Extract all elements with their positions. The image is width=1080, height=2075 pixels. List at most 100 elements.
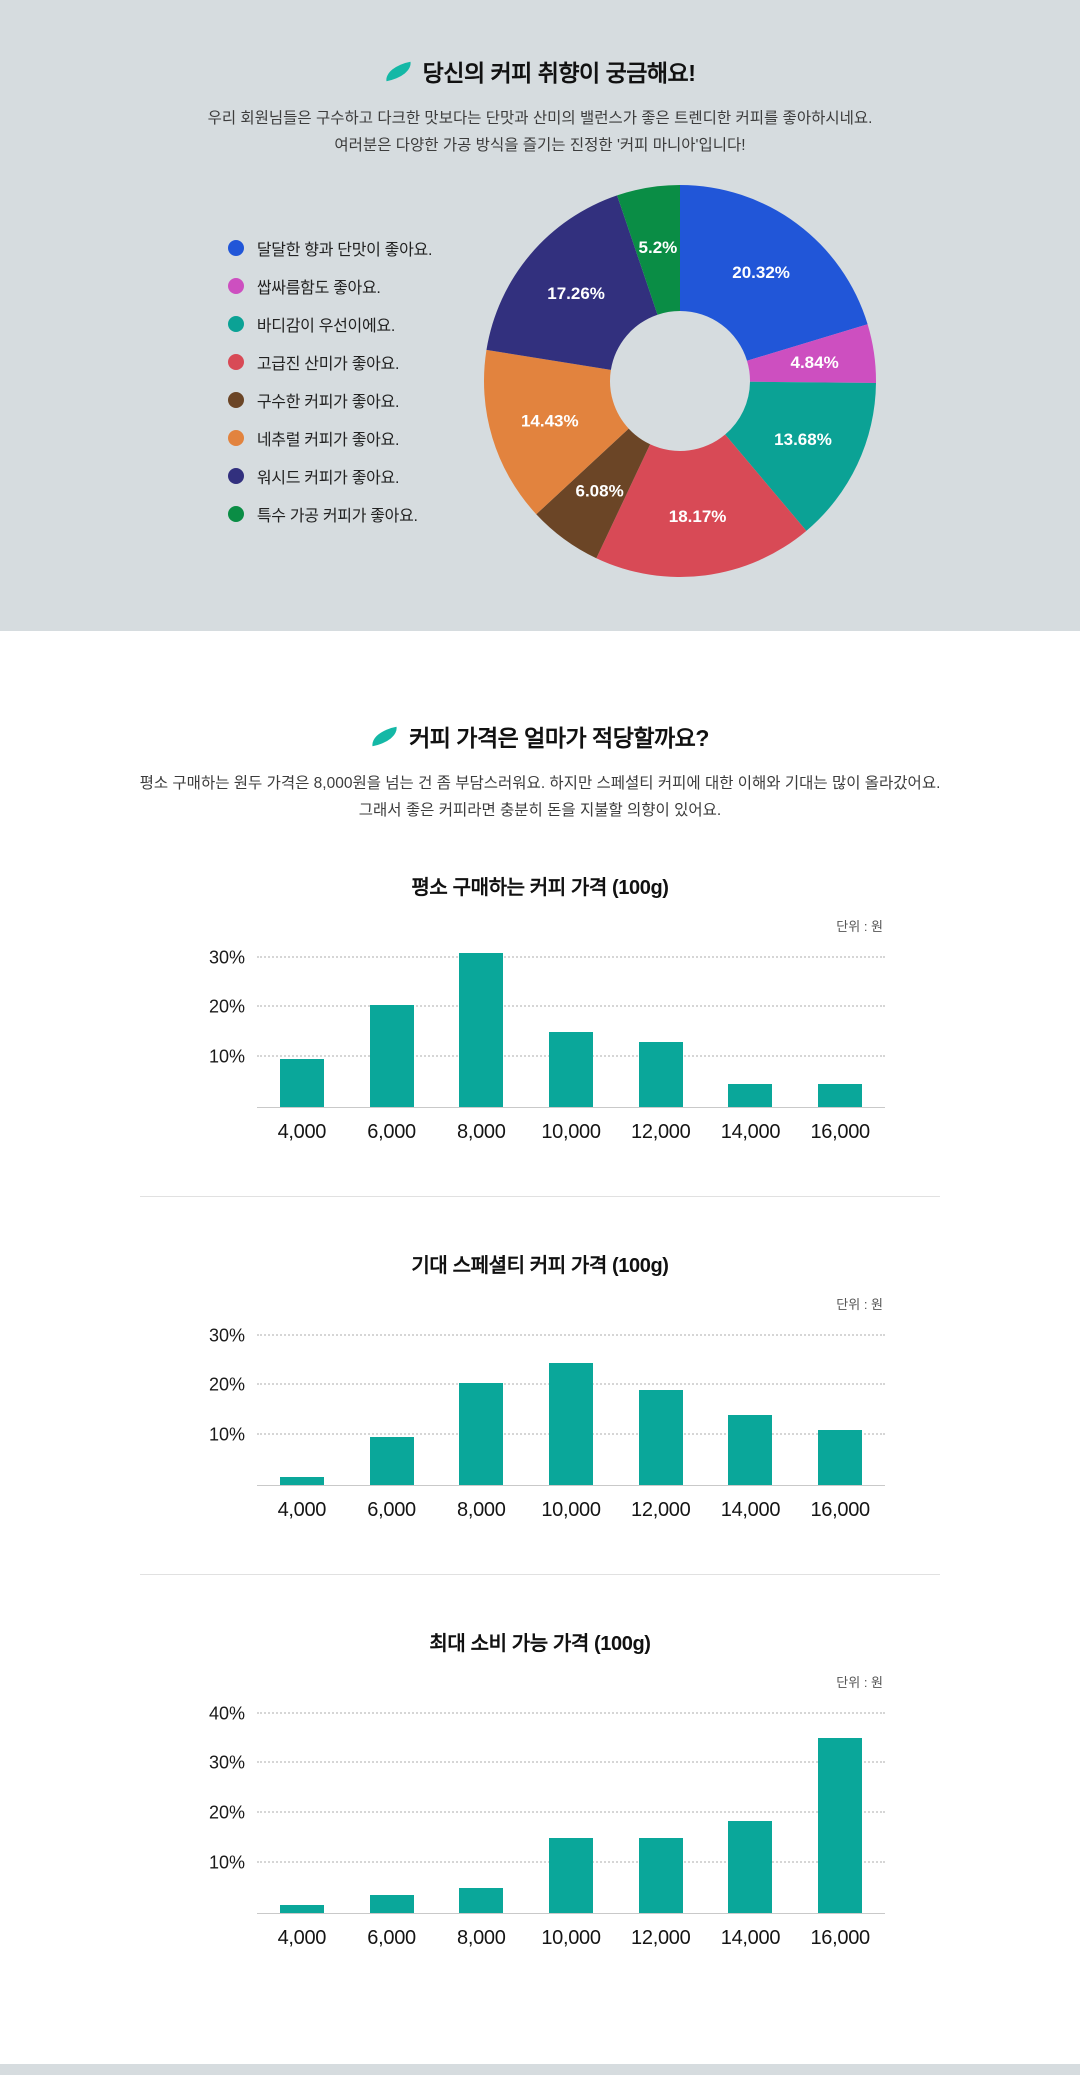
- bar-chart-title: 평소 구매하는 커피 가격 (100g): [411, 876, 669, 899]
- legend-color-dot: [227, 468, 244, 485]
- leaf-icon: [383, 61, 413, 81]
- legend-item: 바디감이 우선이에요.: [227, 305, 432, 343]
- leaf-icon: [369, 726, 400, 747]
- donut-slice-value: 4.84%: [791, 353, 839, 372]
- price-desc-line-2: 그래서 좋은 커피라면 충분히 돈을 지불할 의향이 있어요.: [358, 801, 722, 819]
- bar-column: [706, 1321, 796, 1485]
- bar: [818, 1084, 863, 1107]
- x-axis-label: 4,000: [277, 1120, 327, 1143]
- taste-section: 당신의 커피 취향이 궁금해요! 우리 회원님들은 구수하고 다크한 맛보다는 …: [0, 0, 1080, 632]
- chart-divider: [140, 1195, 940, 1197]
- donut-slice-value: 17.26%: [547, 285, 605, 304]
- y-axis-label: 10%: [208, 1852, 245, 1873]
- legend-color-dot: [227, 316, 244, 333]
- bar: [728, 1820, 773, 1913]
- x-axis-label: 14,000: [720, 1120, 781, 1143]
- y-axis-label: 30%: [208, 1752, 245, 1773]
- gridline: 20%: [209, 997, 885, 1017]
- y-axis-label: 10%: [208, 1046, 245, 1067]
- price-desc-line-1: 평소 구매하는 원두 가격은 8,000원을 넘는 건 좀 부담스러워요. 하지…: [139, 775, 941, 793]
- bar: [369, 1895, 414, 1913]
- price-section: 커피 가격은 얼마가 적당할까요? 평소 구매하는 원두 가격은 8,000원을…: [0, 631, 1080, 2006]
- donut-slice: [725, 382, 877, 532]
- legend-color-dot: [227, 430, 244, 447]
- bar-column: [347, 1699, 437, 1913]
- donut-slice: [747, 324, 877, 384]
- donut-slice-value: 13.68%: [774, 430, 832, 449]
- bar: [638, 1837, 683, 1913]
- x-axis-label: 10,000: [541, 1120, 601, 1143]
- gridline: 40%: [209, 1703, 885, 1723]
- donut-slice: [596, 434, 807, 578]
- x-axis-labels: 4,000 6,000 8,000 10,000 12,000 14,000 16,000: [257, 1121, 885, 1144]
- bar-column: [257, 1321, 347, 1485]
- bar: [459, 952, 504, 1107]
- bar-column: [257, 943, 347, 1107]
- bar: [549, 1837, 594, 1913]
- x-axis-label: 6,000: [367, 1498, 416, 1521]
- bar-column: [706, 1699, 796, 1913]
- y-axis-label: 40%: [208, 1703, 245, 1724]
- legend-color-dot: [227, 354, 244, 371]
- bar: [459, 1382, 504, 1485]
- bar-column: [616, 943, 706, 1107]
- donut-slice: [484, 350, 629, 515]
- bars-row: [257, 1321, 885, 1485]
- bar-chart-plot: 10% 20% 30% 40%: [209, 1699, 885, 1914]
- x-axis-label: 8,000: [457, 1498, 506, 1521]
- bar-column: [347, 1321, 437, 1485]
- gridline: 30%: [209, 1325, 885, 1345]
- y-axis-label: 20%: [208, 1802, 245, 1823]
- bar: [279, 1477, 324, 1485]
- bar-chart-title: 최대 소비 가능 가격 (100g): [429, 1632, 651, 1655]
- taste-donut-chart: 20.32% 4.84% 13.68% 18.17% 6.08% 14.43% 17.26%…: [484, 185, 877, 578]
- x-axis-label: 10,000: [541, 1498, 601, 1521]
- unit-label: 단위 : 원: [836, 1674, 883, 1690]
- bar: [369, 1004, 414, 1107]
- y-axis-label: 30%: [208, 947, 245, 968]
- bar-column: [795, 1699, 885, 1913]
- legend-color-dot: [227, 506, 244, 523]
- price-header: 커피 가격은 얼마가 적당할까요?: [0, 719, 1080, 753]
- taste-legend: 달달한 향과 단맛이 좋아요. 쌉싸름함도 좋아요. 바디감이 우선이에요. 고급진 …: [227, 229, 433, 533]
- legend-item: 달달한 향과 단맛이 좋아요.: [227, 229, 433, 267]
- legend-label: 고급진 산미가 좋아요.: [256, 356, 400, 374]
- x-axis-label: 12,000: [631, 1926, 691, 1949]
- bar-column: [526, 1699, 616, 1913]
- donut-slice-value: 5.2%: [639, 238, 678, 257]
- bar: [549, 1032, 594, 1107]
- legend-item: 특수 가공 커피가 좋아요.: [227, 495, 432, 533]
- legend-item: 네추럴 커피가 좋아요.: [227, 419, 432, 457]
- legend-item: 쌉싸름함도 좋아요.: [227, 267, 432, 305]
- legend-item: 구수한 커피가 좋아요.: [227, 381, 432, 419]
- bar: [638, 1390, 683, 1485]
- donut-slice: [536, 428, 651, 559]
- x-axis-labels: 4,000 6,000 8,000 10,000 12,000 14,000 16,000: [257, 1927, 885, 1950]
- bar: [279, 1059, 324, 1107]
- bar-chart-title: 기대 스페셜티 커피 가격 (100g): [411, 1254, 669, 1277]
- x-axis-label: 14,000: [720, 1498, 781, 1521]
- bar: [369, 1437, 414, 1485]
- y-axis-label: 10%: [208, 1424, 245, 1445]
- bar-chart-1: 평소 구매하는 커피 가격 (100g) 단위 : 원 10% 20% 30% 4,000…: [195, 871, 885, 1144]
- bar-column: [257, 1699, 347, 1913]
- bar-column: [526, 1321, 616, 1485]
- unit-label: 단위 : 원: [836, 1296, 883, 1312]
- price-section-title: 커피 가격은 얼마가 적당할까요?: [409, 725, 709, 752]
- legend-label: 구수한 커피가 좋아요.: [256, 394, 400, 412]
- x-axis-label: 4,000: [277, 1498, 327, 1521]
- taste-desc-line-2: 여러분은 다양한 가공 방식을 즐기는 진정한 '커피 마니아'입니다!: [334, 136, 746, 154]
- x-axis-label: 16,000: [810, 1926, 870, 1949]
- bar: [459, 1887, 504, 1913]
- bar: [279, 1905, 324, 1913]
- taste-header: 당신의 커피 취향이 궁금해요!: [0, 54, 1080, 88]
- legend-label: 워시드 커피가 좋아요.: [256, 470, 400, 488]
- gridline: 30%: [209, 947, 885, 967]
- bar-chart-2: 기대 스페셜티 커피 가격 (100g) 단위 : 원 10% 20% 30% 4,000…: [195, 1249, 885, 1522]
- x-axis-label: 16,000: [810, 1120, 870, 1143]
- x-axis-label: 12,000: [631, 1120, 691, 1143]
- bar-column: [616, 1699, 706, 1913]
- legend-color-dot: [227, 278, 244, 295]
- legend-label: 달달한 향과 단맛이 좋아요.: [256, 242, 433, 260]
